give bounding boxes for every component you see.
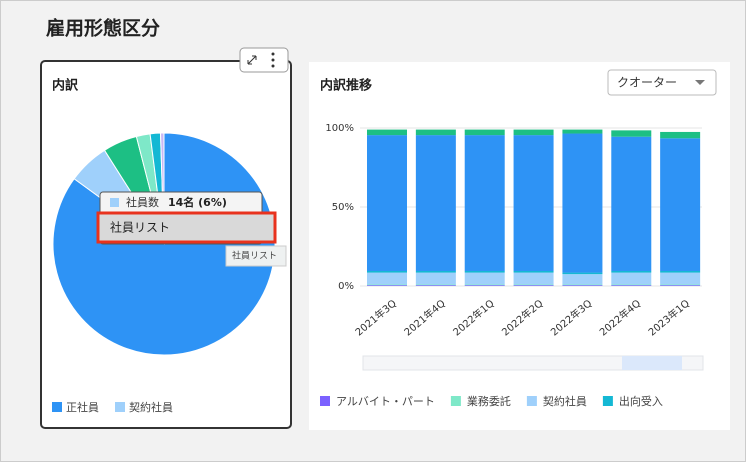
tooltip: 社員数 14名 (6%) 社員リスト 社員リスト	[96, 191, 287, 267]
dropdown[interactable]	[607, 69, 717, 96]
bar-segment	[415, 285, 456, 286]
legend-label: 出向受入	[619, 394, 663, 408]
bar-segment	[562, 285, 603, 286]
bar-segment	[611, 284, 652, 286]
tooltip-swatch	[110, 198, 119, 207]
bar-segment	[660, 284, 701, 286]
bar-segment	[367, 284, 407, 286]
scrollbar[interactable]	[362, 355, 704, 371]
bar-segment	[611, 285, 652, 286]
legend-swatch	[320, 396, 330, 406]
bar-segment	[660, 131, 701, 139]
tooltip-label: 社員数	[126, 195, 159, 209]
legend-label: 契約社員	[543, 394, 587, 408]
legend-swatch	[450, 396, 461, 406]
card-title: 内訳推移	[320, 78, 372, 94]
bar-segment	[660, 138, 701, 271]
bar-segment	[513, 285, 554, 286]
bar-segment	[611, 270, 652, 273]
legend-swatch	[526, 396, 537, 406]
tooltip-value: 14名 (6%)	[168, 195, 227, 209]
bar-segment	[611, 130, 652, 137]
bar-segment	[660, 285, 701, 286]
bar-segment	[464, 285, 505, 286]
dropdown-value[interactable]: クオーター	[617, 76, 677, 90]
bar-segment	[660, 270, 701, 273]
hint-box	[225, 245, 287, 267]
menu-item-label[interactable]: 社員リスト	[110, 220, 170, 235]
bar-segment	[513, 284, 554, 286]
legend-label: アルバイト・パート	[336, 395, 435, 408]
bar-segment	[464, 129, 505, 136]
bar-segment	[513, 129, 554, 136]
legend-swatch	[52, 402, 62, 412]
scroll-thumb[interactable]	[622, 356, 682, 370]
y-tick-label: 100%	[325, 123, 354, 134]
y-tick-label: 0%	[338, 281, 354, 292]
bar-segment	[611, 272, 652, 285]
menu-item[interactable]	[96, 211, 277, 244]
bar-segment	[464, 270, 505, 273]
dropdown-arrow[interactable]	[695, 80, 705, 85]
bar-segment	[415, 129, 456, 136]
legend-label: 業務委託	[467, 394, 511, 408]
legend-swatch	[115, 402, 125, 412]
bar-segment	[513, 135, 554, 271]
legend-label: 正社員	[66, 400, 99, 414]
legend-swatch	[602, 396, 613, 406]
bar-segment	[367, 285, 407, 286]
y-tick-label: 50%	[332, 202, 354, 213]
hint: 社員リスト	[232, 250, 277, 262]
bar-segment	[562, 133, 603, 273]
bar-segment	[367, 272, 407, 285]
bar-segment	[367, 135, 407, 271]
legend-label: 契約社員	[129, 400, 173, 414]
card-tools[interactable]	[239, 47, 289, 73]
page-title: 雇用形態区分	[46, 17, 160, 40]
bar-segment	[415, 135, 456, 271]
bar-segment	[415, 272, 456, 285]
bar-segment	[367, 270, 407, 273]
bar-segment	[611, 136, 652, 271]
bar-segment	[464, 284, 505, 286]
bar-segment	[464, 272, 505, 285]
bar-segment	[562, 129, 603, 134]
bar-segment	[562, 272, 603, 275]
card-title: 内訳	[52, 78, 79, 94]
expand-icon[interactable]	[247, 55, 257, 65]
bar-segment	[562, 284, 603, 286]
bar-segment	[513, 270, 554, 273]
bar-segment	[367, 129, 407, 136]
bar-segment	[415, 270, 456, 273]
bar-segment	[415, 284, 456, 286]
bar-segment	[464, 135, 505, 271]
bar-segment	[660, 272, 701, 285]
bar-segment	[562, 274, 603, 285]
bar-segment	[513, 272, 554, 285]
more-icon[interactable]	[271, 52, 275, 68]
